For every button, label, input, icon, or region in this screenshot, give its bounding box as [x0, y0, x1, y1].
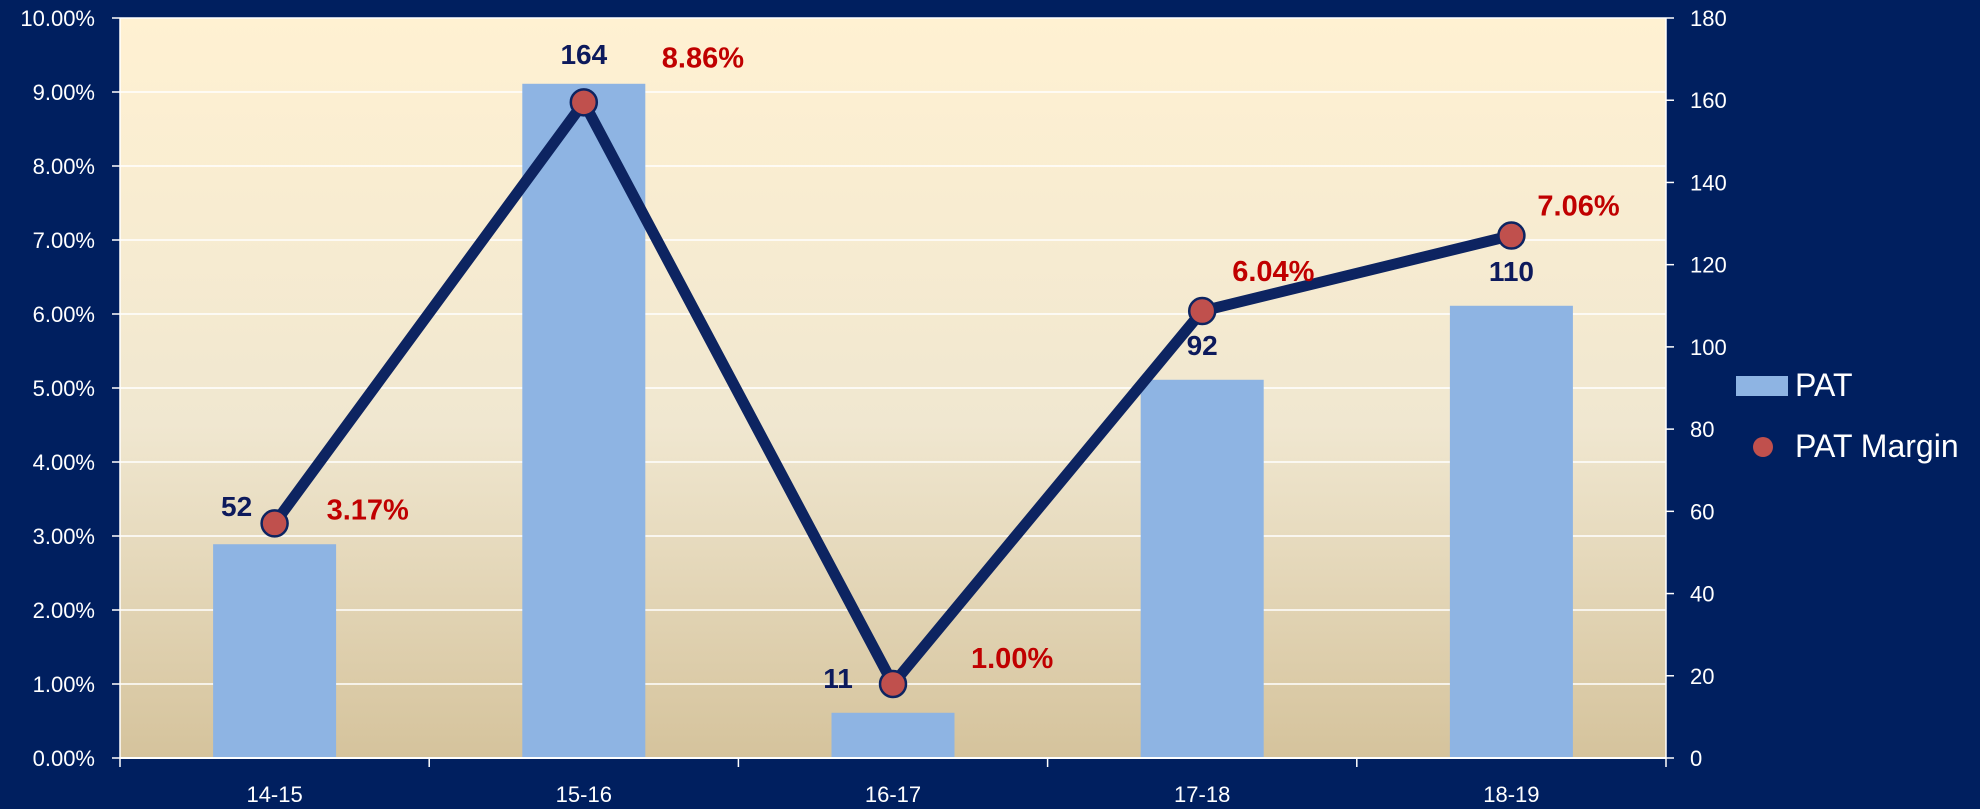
left-axis-tick-label: 7.00% [33, 228, 95, 253]
left-axis-tick-label: 6.00% [33, 302, 95, 327]
legend-swatch-pat [1736, 376, 1788, 396]
x-axis-tick-label: 14-15 [246, 782, 302, 804]
data-label-pat: 92 [1187, 330, 1218, 361]
data-labels: 52 164 11 92 110 3.17% 8.86% 1.00% 6.04% 7.06% [221, 39, 1620, 694]
right-axis-tick-label: 80 [1690, 417, 1714, 442]
legend-label-pat-margin: PAT Margin [1795, 428, 1959, 464]
point-pat-margin [260, 509, 289, 538]
data-label-pat: 11 [823, 663, 853, 694]
left-axis-tick-label: 1.00% [33, 672, 95, 697]
right-axis-tick-label: 120 [1690, 253, 1727, 278]
right-axis-tick-label: 60 [1690, 499, 1714, 524]
data-label-pat: 110 [1489, 256, 1534, 287]
x-axis-tick-label: 15-16 [556, 782, 612, 804]
bar-pat [831, 712, 955, 758]
right-axis-tick-label: 160 [1690, 88, 1727, 113]
gridlines [120, 17, 1666, 685]
left-axis-tick-label: 9.00% [33, 80, 95, 105]
point-pat-margin [569, 88, 599, 117]
data-label-pat-margin: 3.17% [327, 494, 409, 526]
left-axis-tick-label: 8.00% [33, 154, 95, 179]
left-axis-tick-label: 2.00% [33, 598, 95, 623]
right-axis-tick-label: 100 [1690, 335, 1727, 360]
point-pat-margin [1497, 221, 1526, 250]
data-label-pat-margin: 8.86% [662, 42, 744, 74]
data-label-pat-margin: 6.04% [1232, 256, 1314, 288]
left-axis-tick-label: 4.00% [33, 450, 95, 475]
left-axis-tick-label: 3.00% [33, 524, 95, 549]
point-pat-margin [1187, 296, 1217, 326]
left-axis-tick-label: 10.00% [20, 6, 95, 31]
right-axis-tick-label: 20 [1690, 664, 1714, 689]
right-axis-tick-label: 140 [1690, 170, 1727, 195]
legend-marker-pat-margin [1753, 437, 1773, 457]
right-axis-tick-label: 40 [1690, 582, 1714, 607]
data-label-pat: 164 [560, 39, 607, 70]
bars [213, 83, 1573, 759]
data-label-pat-margin: 7.06% [1537, 191, 1619, 223]
x-axis-tick-label: 17-18 [1174, 782, 1230, 804]
point-pat-margin [878, 669, 908, 699]
right-axis-tick-label: 180 [1690, 6, 1727, 31]
bar-pat [522, 83, 646, 759]
bar-pat [213, 544, 337, 758]
left-axis-tick-label: 0.00% [33, 746, 95, 771]
bar-pat [1140, 379, 1264, 758]
legend-label-pat: PAT [1795, 367, 1852, 403]
bar-pat [1449, 305, 1573, 758]
margin-line [260, 88, 1526, 699]
legend: PAT PAT Margin [1736, 367, 1959, 464]
left-axis-tick-label: 5.00% [33, 376, 95, 401]
x-axis-tick-label: 16-17 [865, 782, 921, 804]
axes: 0.00% 1.00% 2.00% 3.00% 4.00% 5.00% 6.00% 7.00%… [20, 6, 1727, 807]
data-label-pat: 52 [221, 491, 252, 522]
x-axis-tick-label: 18-19 [1483, 782, 1539, 804]
right-axis-tick-label: 0 [1690, 746, 1702, 771]
data-label-pat-margin: 1.00% [971, 643, 1053, 675]
